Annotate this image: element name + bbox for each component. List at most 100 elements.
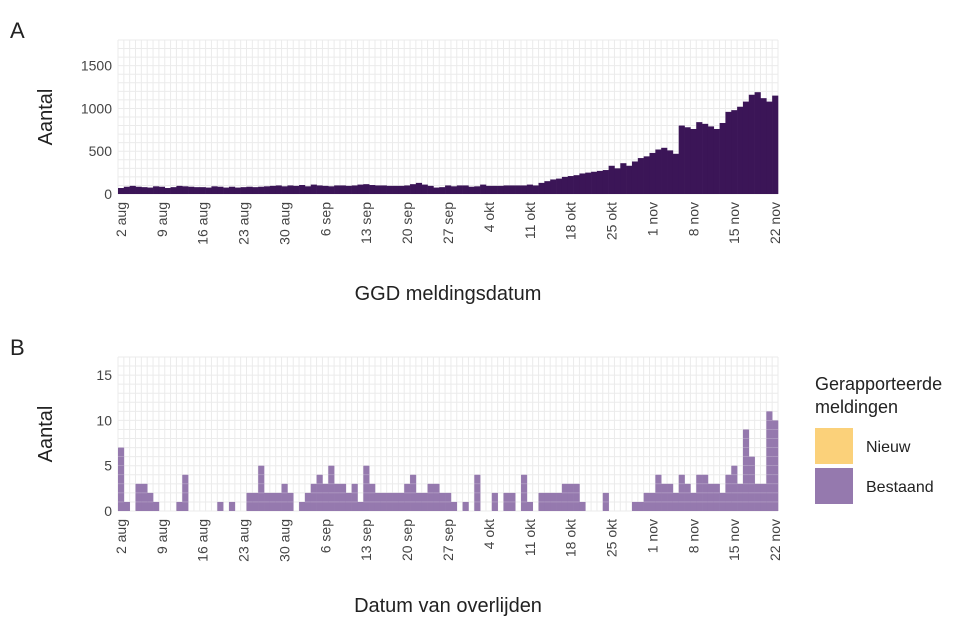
bar-bestaand: [141, 187, 148, 194]
bar-bestaand: [737, 106, 744, 194]
bar-bestaand: [684, 127, 691, 194]
bar-bestaand: [667, 150, 674, 194]
bar-bestaand: [503, 185, 510, 194]
bar-bestaand: [135, 186, 142, 194]
x-tick-label: 18 okt: [563, 519, 579, 557]
x-tick-label: 9 aug: [154, 519, 170, 554]
bar-bestaand: [433, 187, 440, 194]
bar-bestaand: [188, 186, 195, 194]
x-tick-label: 16 aug: [195, 202, 211, 245]
bar-bestaand: [544, 492, 551, 511]
bar-bestaand: [275, 185, 282, 194]
y-tick-label: 1500: [81, 58, 112, 74]
bar-bestaand: [380, 185, 387, 194]
bar-bestaand: [649, 152, 656, 194]
bar-bestaand: [118, 447, 125, 511]
bar-bestaand: [445, 185, 452, 194]
bar-bestaand: [544, 181, 551, 194]
bar-bestaand: [450, 501, 458, 511]
x-tick-label: 8 nov: [685, 519, 701, 553]
bar-bestaand: [316, 474, 323, 511]
bar-bestaand: [386, 185, 393, 194]
bar-bestaand: [661, 483, 668, 511]
bar-bestaand: [521, 474, 528, 511]
bar-bestaand: [538, 492, 545, 511]
bar-bestaand: [468, 186, 475, 194]
bar-bestaand: [404, 185, 411, 194]
legend-key-nieuw: [815, 428, 853, 464]
bar-bestaand: [193, 187, 201, 194]
bar-bestaand: [182, 474, 189, 511]
bar-bestaand: [433, 483, 440, 511]
bar-bestaand: [439, 187, 446, 194]
bar-bestaand: [567, 483, 574, 511]
bar-bestaand: [369, 483, 376, 511]
bar-bestaand: [480, 184, 487, 194]
bar-bestaand: [550, 492, 557, 511]
bar-bestaand: [123, 501, 130, 511]
bar-bestaand: [281, 186, 288, 194]
bar-bestaand: [760, 98, 767, 194]
bar-bestaand: [217, 186, 224, 194]
x-tick-label: 4 okt: [481, 202, 497, 232]
bar-bestaand: [637, 501, 644, 511]
bar-bestaand: [445, 492, 452, 511]
bar-bestaand: [631, 161, 639, 194]
x-tick-label: 27 sep: [440, 202, 456, 244]
bar-bestaand: [526, 184, 533, 194]
legend-key-bestaand: [815, 468, 853, 504]
bar-bestaand: [141, 483, 148, 511]
bar-bestaand: [591, 171, 598, 194]
bar-bestaand: [118, 188, 125, 194]
bar-bestaand: [287, 185, 294, 194]
bar-bestaand: [246, 186, 253, 194]
bar-bestaand: [299, 185, 306, 194]
x-tick-label: 6 sep: [317, 519, 333, 553]
bar-bestaand: [631, 501, 639, 511]
bar-bestaand: [404, 483, 411, 511]
x-tick-label: 2 aug: [113, 202, 129, 237]
bar-bestaand: [164, 188, 171, 194]
bar-bestaand: [322, 483, 329, 511]
bar-bestaand: [269, 185, 276, 194]
bar-bestaand: [702, 474, 709, 511]
bar-bestaand: [713, 483, 720, 511]
bar-bestaand: [742, 429, 750, 511]
y-tick-label: 500: [89, 143, 113, 159]
bar-bestaand: [643, 156, 650, 194]
bar-bestaand: [322, 185, 329, 194]
x-axis-title: Datum van overlijden: [354, 595, 542, 617]
bar-bestaand: [316, 185, 323, 194]
x-tick-label: 15 nov: [726, 202, 742, 244]
bar-bestaand: [719, 122, 726, 194]
bar-bestaand: [526, 501, 533, 511]
bar-bestaand: [760, 483, 767, 511]
bar-bestaand: [182, 186, 189, 194]
bar-bestaand: [509, 492, 516, 511]
x-tick-label: 1 nov: [644, 519, 660, 553]
x-tick-label: 27 sep: [440, 519, 456, 561]
x-tick-label: 4 okt: [481, 519, 497, 549]
y-tick-label: 0: [104, 186, 112, 202]
bar-bestaand: [497, 185, 504, 194]
bar-bestaand: [748, 94, 755, 194]
bar-bestaand: [772, 420, 779, 511]
bar-bestaand: [725, 111, 732, 194]
bar-bestaand: [240, 187, 247, 194]
bar-bestaand: [766, 411, 773, 511]
bar-bestaand: [713, 128, 720, 194]
bar-bestaand: [678, 125, 685, 194]
bar-bestaand: [637, 158, 644, 194]
legend-title-line2: meldingen: [815, 397, 898, 417]
bar-bestaand: [374, 185, 382, 194]
bar-bestaand: [585, 172, 592, 194]
x-tick-label: 16 aug: [195, 519, 211, 562]
bar-bestaand: [328, 465, 335, 511]
bar-bestaand: [731, 465, 738, 511]
bar-bestaand: [158, 186, 166, 194]
bar-bestaand: [153, 501, 160, 511]
bar-bestaand: [579, 501, 586, 511]
bar-bestaand: [515, 185, 522, 194]
bar-bestaand: [719, 492, 726, 511]
bar-bestaand: [147, 187, 154, 194]
